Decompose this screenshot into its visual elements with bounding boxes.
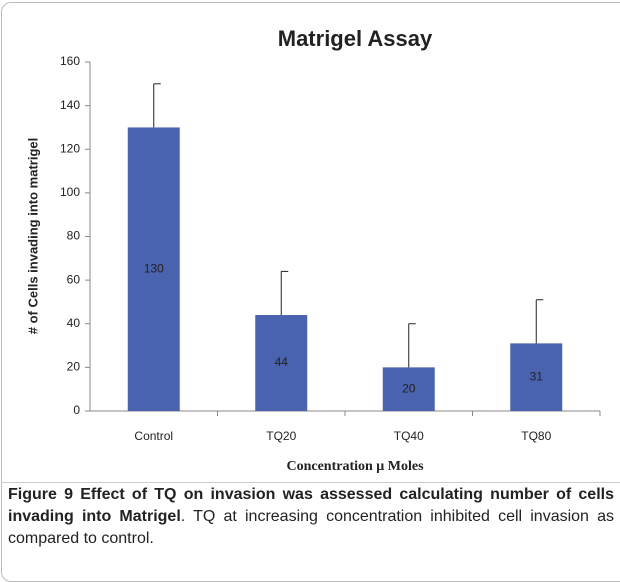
bar [510,343,563,411]
y-tick-label: 80 [67,229,81,243]
chart-title: Matrigel Assay [278,26,433,51]
x-axis-label: Concentration μ Moles [286,459,424,474]
y-tick-label: 60 [67,272,81,286]
bar [255,315,308,411]
y-tick-label: 120 [60,141,80,155]
y-tick-label: 140 [60,98,80,112]
caption: Figure 9 Effect of TQ on invasion was as… [8,484,614,550]
caption-text: . TQ at increasing concentration inhibit… [8,508,615,547]
y-tick-label: 20 [67,360,81,374]
y-tick-label: 100 [60,185,80,199]
value-label: 20 [402,381,416,395]
caption-title: Figure 9 Effect of TQ on invasion was as… [8,486,614,525]
value-label: 130 [144,261,164,275]
bar [382,367,435,411]
separator [1,482,620,483]
chart: Matrigel Assay Concentration μ Moles # o… [25,26,601,474]
y-tick-label: 160 [60,54,80,68]
x-tick-label: TQ80 [521,429,551,443]
y-tick-label: 0 [73,403,80,417]
x-tick-label: Control [134,429,173,443]
value-label: 31 [530,369,544,383]
x-tick-label: TQ40 [394,429,424,443]
y-axis-label: # of Cells invading into matrigel [25,138,40,334]
value-label: 44 [275,355,289,369]
x-tick-label: TQ20 [266,429,296,443]
bar [127,127,180,411]
y-tick-label: 40 [67,316,81,330]
